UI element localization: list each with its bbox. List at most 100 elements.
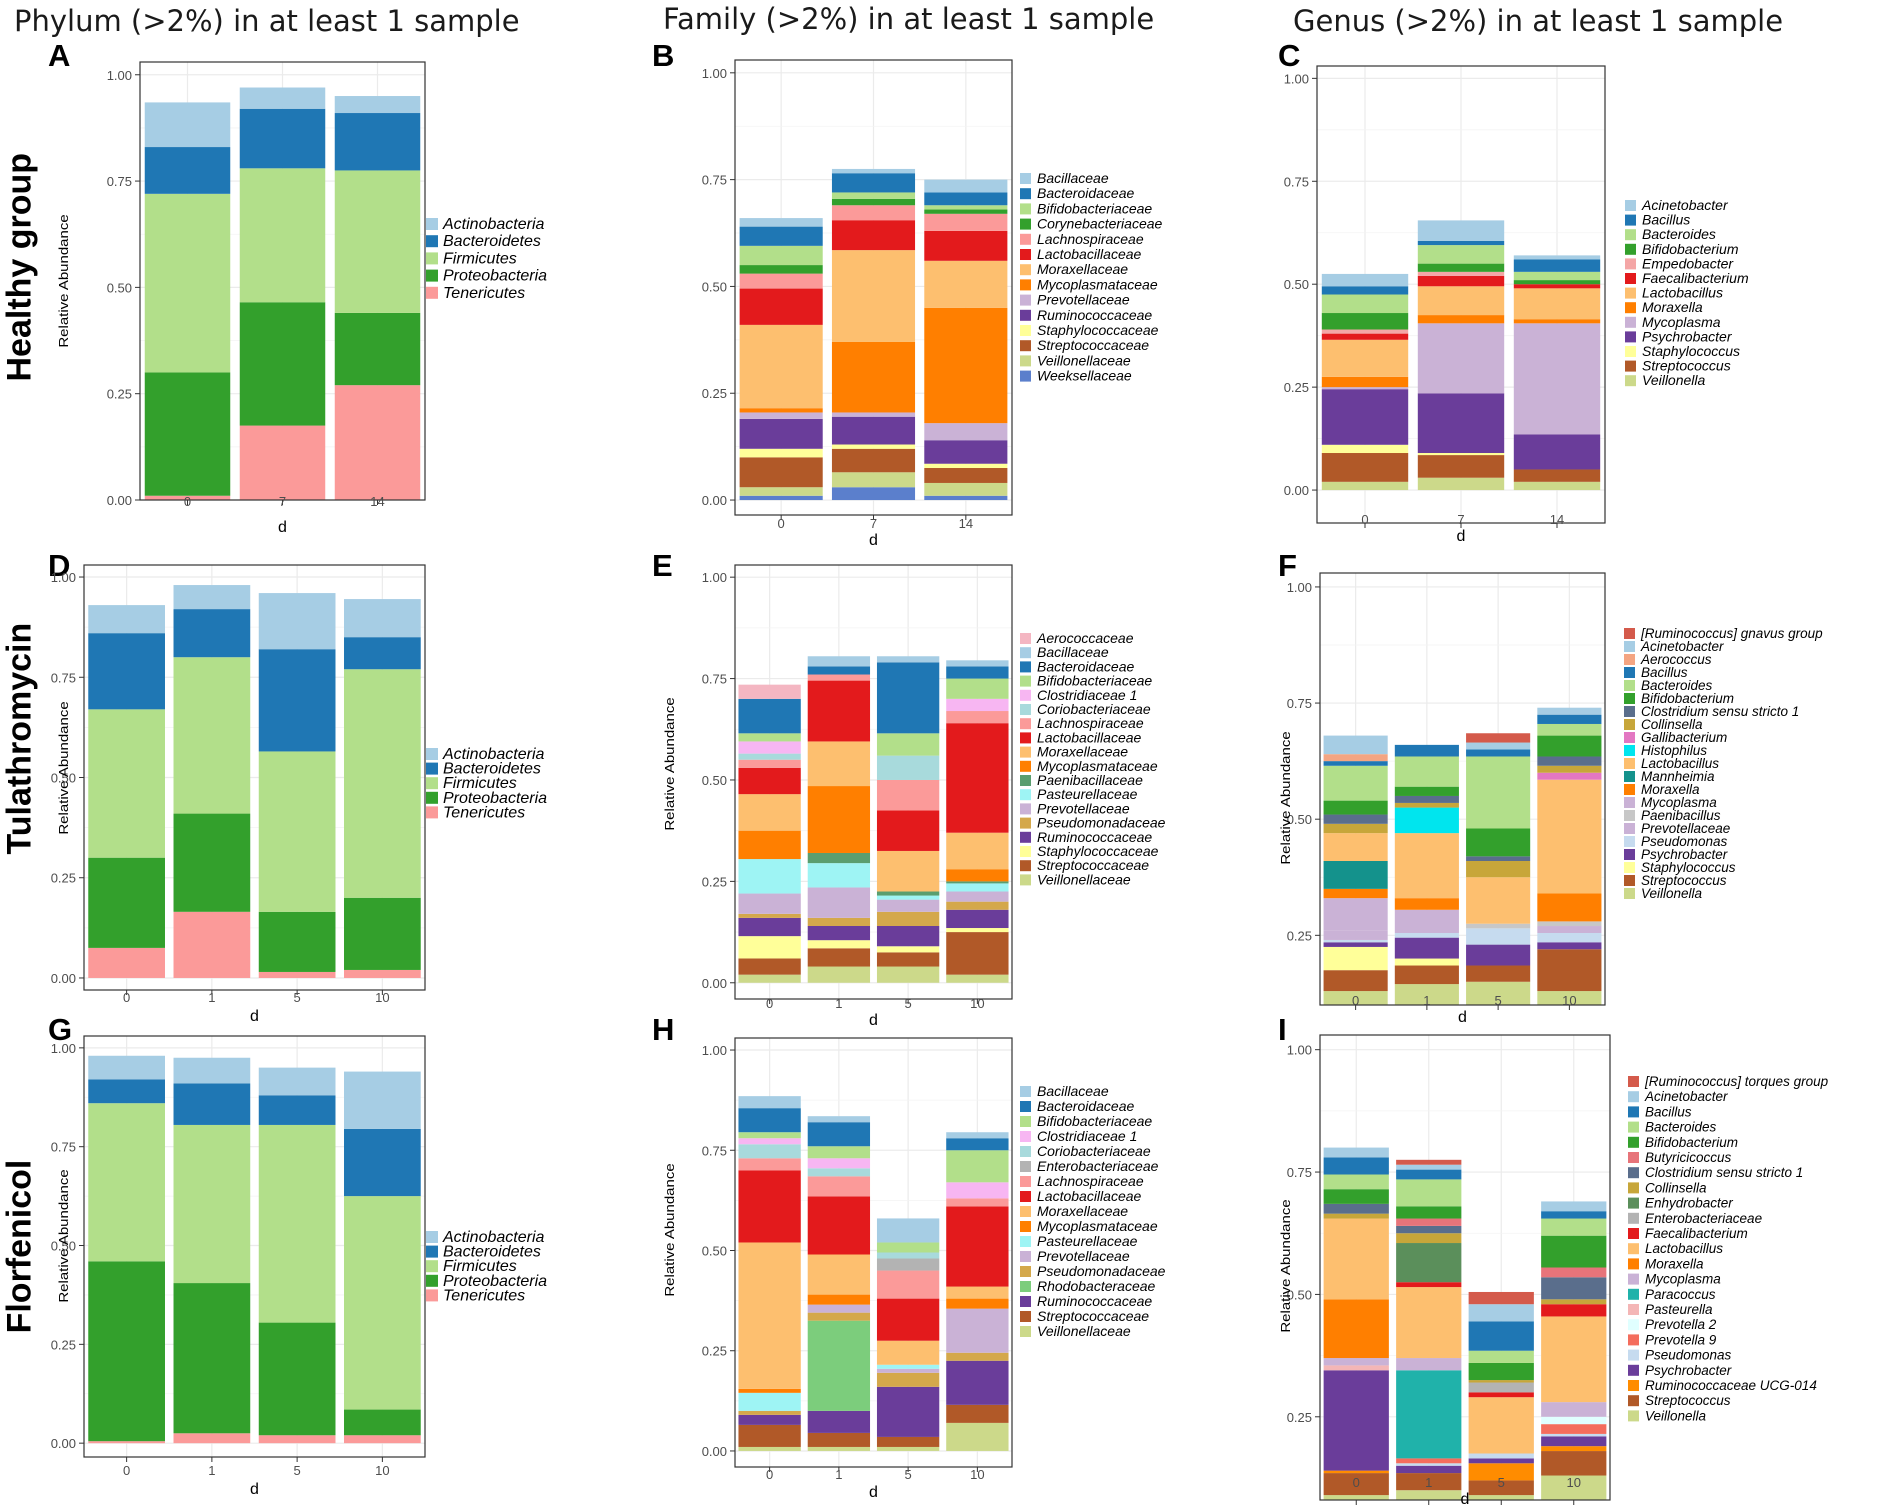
legend-key [1020, 188, 1031, 200]
legend-label: Bifidobacteriaceae [1037, 1113, 1152, 1129]
bar-segment-lactobacillus [1468, 1397, 1534, 1454]
bar-segment-coriobacteriaceae [807, 1168, 871, 1177]
bar-segment-bacillus [1323, 1157, 1389, 1175]
bar-segment-collinsella [1323, 823, 1388, 834]
legend-label: Mycoplasma [1641, 795, 1717, 810]
legend-label: Mycoplasma [1642, 314, 1721, 330]
legend-label: Bacteroidaceae [1037, 185, 1135, 201]
bar-segment-mycoplasma [1396, 1358, 1462, 1371]
legend-key [1624, 836, 1635, 847]
legend-key [1628, 1167, 1639, 1179]
legend-key [1628, 1076, 1639, 1087]
legend-key [1628, 1243, 1639, 1255]
bar-segment-gallibacterium [1537, 772, 1602, 780]
panel-letter-h: H [652, 1012, 675, 1047]
x-tick-label: 14 [1550, 512, 1564, 527]
legend-key [1020, 1101, 1031, 1112]
bar-segment-veillonellaceae [831, 472, 916, 488]
bar-segment-actinobacteria [258, 1067, 336, 1096]
bar-segment-streptococcaceae [738, 1424, 801, 1447]
bar-segment-paenibacillaceae [876, 891, 940, 896]
legend-label: Bacteroides [1641, 678, 1713, 693]
y-tick-label: 1.00 [1284, 71, 1309, 86]
bar-segment-moraxellaceae [807, 1254, 871, 1295]
bar-segment-clostridiaceae-1 [946, 1182, 1009, 1199]
y-tick-label: 0.75 [702, 672, 727, 687]
bar-segment-psychrobacter [1513, 434, 1601, 470]
legend-label: Streptococcaceae [1037, 1308, 1149, 1324]
legend: AerococcaceaeBacillaceaeBacteroidaceaeBi… [1020, 630, 1166, 887]
bar-segment-bacteroidaceae [807, 1122, 871, 1147]
y-tick-label: 0.00 [1284, 483, 1309, 498]
bar-segment-acinetobacter [1537, 707, 1602, 715]
bar-segment-bacteroides [1537, 723, 1602, 736]
y-tick-label: 1.00 [51, 1041, 76, 1056]
bar-segment-pasteurellaceae [738, 859, 801, 894]
bar-segment-staphylococcus [1417, 453, 1505, 456]
bar-segment-veillonellaceae [924, 482, 1008, 496]
bar-segment-bifidobacterium [1394, 786, 1459, 796]
legend-label: Staphylococcaceae [1037, 843, 1159, 859]
legend-label: Veillonellaceae [1037, 1323, 1131, 1339]
bar-segment-bacteroidetes [173, 1083, 251, 1125]
plot-border [734, 564, 1013, 1000]
y-axis-label: Relative Abundance [662, 697, 677, 831]
bar-segment-bacillaceae [831, 168, 916, 174]
legend-label: Proteobacteria [443, 1273, 547, 1290]
legend-label: Lactobacillus [1642, 285, 1723, 301]
y-tick-label: 1.00 [51, 570, 76, 585]
bar-segment-lactobacillus [1396, 1287, 1462, 1359]
bar-segment-lachnospiraceae [876, 779, 940, 811]
legend-label: Pseudomonas [1645, 1348, 1732, 1363]
x-tick-label: 10 [1562, 993, 1576, 1008]
x-tick-label: 14 [959, 516, 973, 531]
legend-key [1020, 831, 1031, 843]
legend-key [1625, 273, 1636, 284]
legend-key [1020, 860, 1031, 872]
bar-segment-bacteroides [1466, 756, 1531, 829]
y-tick-label: 1.00 [1287, 1043, 1312, 1058]
legend-key [426, 1289, 438, 1302]
bar-segment-staphylococcaceae [924, 463, 1008, 469]
bar-segment-bacillaceae [946, 660, 1009, 667]
bar-segment-faecalibacterium [1468, 1392, 1534, 1398]
bar-segment-actinobacteria [88, 1055, 165, 1080]
y-tick-label: 0.50 [702, 279, 727, 294]
legend-key [426, 1245, 438, 1258]
bar-segment-collinsella [1396, 1233, 1462, 1244]
bar-segment-veillonellaceae [807, 1446, 871, 1451]
legend-label: Bacillaceae [1037, 1083, 1109, 1099]
bar-segment-veillonella [1468, 1495, 1534, 1500]
panel-b: 0.00 0.25 0.50 0.75 1.00 0 7 14 d BacillaceaeBact… [702, 59, 1163, 549]
bar-segment-streptococcus [1417, 455, 1505, 478]
bar-segment-actinobacteria [344, 1071, 421, 1129]
legend-key [1020, 233, 1031, 245]
bar-segment-prevotellaceae [807, 887, 871, 918]
panel-i: 0.25 0.50 0.75 1.00 0 1 5 10 d Relative Abundance… [1278, 1034, 1829, 1508]
bar-segment-pseudomonadaceae [738, 913, 801, 918]
bar-segment-bacillaceae [924, 179, 1008, 193]
legend-label: Acinetobacter [1641, 197, 1729, 213]
y-tick-label: 0.00 [702, 976, 727, 991]
bar-segment-collinsella [1541, 1299, 1607, 1305]
bar-segment-mycoplasmataceae [924, 307, 1008, 424]
legend-key [1624, 823, 1635, 834]
bar-segment-tenericutes [344, 969, 421, 978]
x-axis-label: d [869, 1012, 878, 1029]
bar-segment-pseudomonadaceae [807, 917, 871, 926]
bar-segment-acinetobacter [1541, 1201, 1607, 1212]
x-tick-label: 0 [1352, 993, 1359, 1008]
bar-segment-bifidobacterium [1323, 1189, 1389, 1204]
bar-segment-actinobacteria [173, 1057, 251, 1084]
legend-key [1020, 846, 1031, 857]
bar-segment-lachnospiraceae [946, 1198, 1009, 1207]
legend-label: Coriobacteriaceae [1037, 1143, 1151, 1159]
bar-segment-lactobacillaceae [739, 288, 823, 325]
bar-segment-rhodobacteraceae [807, 1320, 871, 1411]
legend-key [426, 1260, 438, 1273]
legend-key [1020, 732, 1031, 744]
bar-segment-pseudomonadaceae [807, 1312, 871, 1321]
bar-segment-bifidobacteriaceae [807, 1146, 871, 1159]
bar-segment-lactobacillus [1541, 1316, 1607, 1403]
